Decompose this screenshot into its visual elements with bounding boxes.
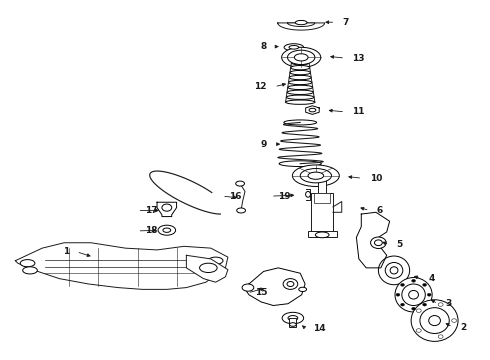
Text: 10: 10 [369, 174, 382, 183]
Ellipse shape [242, 284, 254, 291]
Polygon shape [306, 106, 319, 114]
Bar [312, 193, 333, 232]
Polygon shape [288, 23, 315, 27]
Text: 13: 13 [352, 54, 365, 63]
Text: 4: 4 [428, 274, 435, 283]
Ellipse shape [374, 240, 382, 246]
Bar [290, 318, 296, 327]
Ellipse shape [438, 303, 443, 306]
Ellipse shape [427, 293, 431, 296]
Bar [318, 172, 326, 193]
Ellipse shape [416, 329, 421, 332]
Ellipse shape [385, 262, 403, 278]
Ellipse shape [208, 257, 223, 264]
Ellipse shape [288, 316, 298, 320]
Ellipse shape [288, 50, 315, 64]
Ellipse shape [287, 282, 294, 287]
Ellipse shape [20, 260, 35, 267]
Ellipse shape [284, 120, 317, 125]
Text: 6: 6 [377, 206, 383, 215]
Ellipse shape [292, 60, 309, 65]
Ellipse shape [412, 307, 416, 310]
Text: 7: 7 [343, 18, 349, 27]
Text: 16: 16 [229, 192, 242, 201]
Ellipse shape [206, 265, 220, 273]
Text: 19: 19 [278, 192, 291, 201]
Text: 1: 1 [63, 247, 69, 256]
Ellipse shape [289, 75, 311, 80]
Ellipse shape [286, 100, 315, 104]
Text: 17: 17 [145, 206, 157, 215]
Ellipse shape [402, 284, 425, 306]
Text: 11: 11 [352, 107, 365, 116]
Ellipse shape [400, 303, 404, 306]
Ellipse shape [288, 85, 313, 90]
Ellipse shape [316, 232, 329, 238]
Ellipse shape [395, 278, 432, 312]
Text: 8: 8 [261, 42, 267, 51]
Text: 9: 9 [261, 140, 267, 149]
Text: 18: 18 [145, 226, 157, 235]
Ellipse shape [163, 228, 171, 232]
Ellipse shape [279, 161, 321, 167]
Ellipse shape [23, 267, 37, 274]
Ellipse shape [293, 165, 339, 186]
Ellipse shape [286, 95, 314, 99]
Ellipse shape [438, 335, 443, 338]
Ellipse shape [420, 308, 449, 333]
Ellipse shape [300, 168, 331, 183]
Text: 14: 14 [314, 324, 326, 333]
Ellipse shape [396, 293, 400, 296]
Text: 15: 15 [255, 288, 267, 297]
Ellipse shape [411, 300, 458, 341]
Ellipse shape [378, 256, 410, 285]
Polygon shape [15, 243, 228, 289]
Ellipse shape [237, 208, 245, 213]
Ellipse shape [283, 279, 298, 289]
Ellipse shape [423, 283, 427, 286]
Ellipse shape [287, 90, 314, 94]
Ellipse shape [294, 54, 308, 61]
Text: 3: 3 [445, 299, 452, 308]
Ellipse shape [284, 44, 304, 51]
Bar [308, 231, 337, 237]
Ellipse shape [290, 323, 296, 326]
Polygon shape [244, 268, 305, 306]
Ellipse shape [289, 80, 312, 85]
Ellipse shape [400, 283, 404, 286]
Ellipse shape [290, 71, 311, 75]
Ellipse shape [295, 21, 307, 25]
Polygon shape [356, 212, 390, 268]
Ellipse shape [390, 267, 398, 274]
Ellipse shape [423, 303, 427, 306]
Polygon shape [186, 255, 228, 282]
Polygon shape [278, 23, 325, 30]
Text: 5: 5 [396, 240, 403, 249]
Ellipse shape [199, 263, 217, 273]
Bar [315, 193, 330, 203]
Ellipse shape [158, 225, 175, 235]
Ellipse shape [289, 45, 299, 49]
Ellipse shape [409, 291, 418, 299]
Text: 12: 12 [254, 82, 267, 91]
Ellipse shape [299, 287, 307, 292]
Ellipse shape [309, 108, 316, 112]
Ellipse shape [412, 279, 416, 282]
Text: 2: 2 [460, 323, 466, 332]
Ellipse shape [282, 312, 304, 324]
Ellipse shape [452, 319, 457, 322]
Ellipse shape [370, 237, 386, 248]
Polygon shape [157, 202, 176, 217]
Ellipse shape [291, 66, 310, 70]
Ellipse shape [162, 204, 172, 211]
Ellipse shape [236, 181, 245, 186]
Ellipse shape [416, 309, 421, 312]
Ellipse shape [282, 47, 321, 67]
Ellipse shape [306, 192, 311, 197]
Ellipse shape [308, 172, 324, 179]
Ellipse shape [429, 316, 441, 325]
